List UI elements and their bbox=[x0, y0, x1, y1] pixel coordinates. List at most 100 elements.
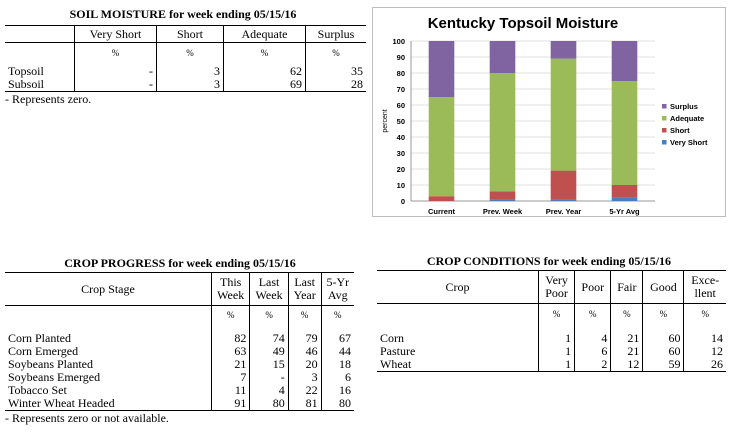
soil-unit: % bbox=[74, 42, 157, 65]
conditions-cell: 21 bbox=[610, 331, 644, 345]
y-tick-label: 90 bbox=[397, 53, 405, 62]
y-tick-label: 10 bbox=[397, 181, 405, 190]
progress-header-last-week: Last Week bbox=[249, 272, 289, 306]
progress-cell: 44 bbox=[320, 344, 354, 358]
bar-segment bbox=[550, 58, 577, 171]
conditions-unit: % bbox=[642, 303, 685, 326]
soil-header-short: Short bbox=[156, 25, 224, 43]
bar-segment bbox=[611, 185, 638, 198]
conditions-unit: % bbox=[683, 303, 726, 326]
progress-header-this-week: This Week bbox=[210, 272, 251, 306]
progress-cell: 49 bbox=[249, 344, 289, 358]
soil-cell: 3 bbox=[156, 77, 224, 91]
bar-segment bbox=[550, 41, 577, 59]
soil-cell: 35 bbox=[305, 64, 366, 78]
conditions-cell: 59 bbox=[642, 357, 685, 371]
chart-plot: 0 10 20 30 40 50 60 70 80 90 100 percent Current Prev… bbox=[382, 37, 708, 216]
soil-cell: 3 bbox=[156, 64, 224, 78]
progress-row-label: Tobacco Set bbox=[5, 383, 212, 397]
y-axis-label: percent bbox=[382, 109, 389, 132]
conditions-cell: 14 bbox=[683, 331, 726, 345]
progress-unit: % bbox=[210, 305, 251, 326]
soil-unit: % bbox=[305, 42, 366, 65]
soil-row-label: Subsoil bbox=[5, 77, 75, 91]
progress-header-5yr-avg: 5-Yr Avg bbox=[320, 272, 354, 306]
progress-header-last-year: Last Year bbox=[287, 272, 322, 306]
bar-segment bbox=[611, 197, 638, 201]
legend-swatch bbox=[662, 128, 667, 133]
conditions-cell: 21 bbox=[610, 344, 644, 358]
y-tick-label: 30 bbox=[397, 149, 405, 158]
table-row: Corn Planted 82 74 79 67 bbox=[5, 331, 354, 345]
y-tick-label: 0 bbox=[401, 197, 405, 206]
conditions-cell: 12 bbox=[683, 344, 726, 358]
progress-cell: 80 bbox=[249, 396, 289, 410]
soil-unit: % bbox=[223, 42, 306, 65]
x-tick-label: Prev. Week bbox=[483, 207, 523, 216]
soil-header-surplus: Surplus bbox=[305, 25, 366, 43]
progress-cell: 74 bbox=[249, 331, 289, 345]
progress-cell: 67 bbox=[320, 331, 354, 345]
progress-row-label: Soybeans Emerged bbox=[5, 370, 212, 384]
conditions-cell: 1 bbox=[537, 357, 576, 371]
conditions-header-very-poor: Very Poor bbox=[537, 270, 576, 304]
conditions-header-poor: Poor bbox=[574, 270, 612, 304]
progress-row-label: Corn Emerged bbox=[5, 344, 212, 358]
progress-cell: 81 bbox=[287, 396, 322, 410]
progress-cell: 15 bbox=[249, 357, 289, 371]
progress-cell: 79 bbox=[287, 331, 322, 345]
progress-cell: 82 bbox=[210, 331, 251, 345]
soil-cell: - bbox=[74, 64, 157, 78]
bar-segment bbox=[489, 73, 516, 192]
bar-segment bbox=[428, 41, 455, 97]
soil-cell: 28 bbox=[305, 77, 366, 91]
bar-segment bbox=[611, 81, 638, 185]
soil-unit: % bbox=[156, 42, 224, 65]
legend-swatch bbox=[662, 140, 667, 145]
table-row: Subsoil - 3 69 28 bbox=[5, 77, 366, 91]
bar-segment bbox=[611, 41, 638, 81]
soil-cell: 69 bbox=[223, 77, 306, 91]
table-row: Wheat 1 2 12 59 26 bbox=[377, 357, 726, 371]
progress-unit: % bbox=[249, 305, 289, 326]
conditions-cell: 6 bbox=[574, 344, 612, 358]
conditions-cell: 60 bbox=[642, 331, 685, 345]
conditions-header-excellent: Exce-llent bbox=[683, 270, 726, 304]
soil-moisture-table: Very Short Short Adequate Surplus % % % … bbox=[5, 25, 366, 107]
conditions-row-label: Corn bbox=[377, 331, 539, 345]
table-row: Corn 1 4 21 60 14 bbox=[377, 331, 726, 345]
legend-label: Very Short bbox=[670, 138, 708, 147]
bar-segment bbox=[489, 199, 516, 201]
soil-row-label: Topsoil bbox=[5, 64, 75, 78]
progress-cell: 3 bbox=[287, 370, 322, 384]
conditions-cell: 60 bbox=[642, 344, 685, 358]
x-tick-label: Current bbox=[428, 207, 456, 216]
conditions-cell: 2 bbox=[574, 357, 612, 371]
y-tick-label: 50 bbox=[397, 117, 405, 126]
bar-segment bbox=[428, 196, 455, 201]
progress-note: - Represents zero or not available. bbox=[5, 410, 169, 425]
y-tick-label: 20 bbox=[397, 165, 405, 174]
conditions-cell: 1 bbox=[537, 344, 576, 358]
table-row: Topsoil - 3 62 35 bbox=[5, 64, 366, 78]
conditions-cell: 26 bbox=[683, 357, 726, 371]
conditions-cell: 1 bbox=[537, 331, 576, 345]
progress-cell: - bbox=[249, 370, 289, 384]
conditions-cell: 12 bbox=[610, 357, 644, 371]
crop-conditions-table: Crop Very Poor Poor Fair Good Exce-llent … bbox=[377, 270, 726, 372]
x-tick-label: Prev. Year bbox=[546, 207, 582, 216]
progress-unit: % bbox=[320, 305, 354, 326]
progress-unit: % bbox=[287, 305, 322, 326]
y-tick-label: 60 bbox=[397, 101, 405, 110]
progress-cell: 91 bbox=[210, 396, 251, 410]
crop-progress-table: Crop Stage This Week Last Week Last Year 5-… bbox=[5, 272, 354, 426]
conditions-row-label: Wheat bbox=[377, 357, 539, 371]
legend-swatch bbox=[662, 104, 667, 109]
progress-cell: 46 bbox=[287, 344, 322, 358]
table-row: Soybeans Emerged 7 - 3 6 bbox=[5, 370, 354, 384]
progress-cell: 7 bbox=[210, 370, 251, 384]
progress-row-label: Corn Planted bbox=[5, 331, 212, 345]
progress-cell: 63 bbox=[210, 344, 251, 358]
soil-note: - Represents zero. bbox=[5, 91, 92, 106]
topsoil-chart: Kentucky Topsoil Moisture 0 10 20 30 40 50 60 7… bbox=[372, 7, 726, 217]
